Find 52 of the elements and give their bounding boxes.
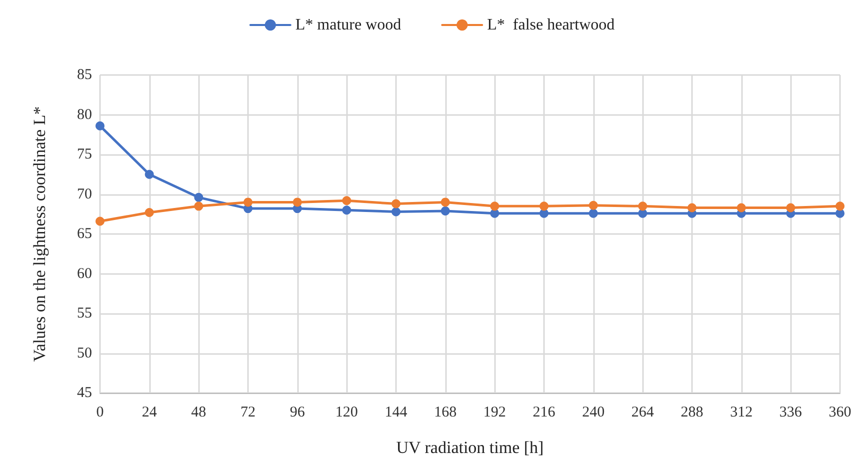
y-tick-label: 80	[77, 106, 92, 123]
y-tick-label: 75	[77, 146, 92, 162]
y-axis-title: Values on the lightness coordinate L*	[30, 106, 49, 362]
point	[342, 206, 352, 215]
x-tick-label: 240	[582, 404, 605, 420]
legend-label: L* mature wood	[295, 16, 402, 34]
point	[836, 202, 844, 211]
y-tick-label: 85	[77, 67, 92, 83]
x-axis-title: UV radiation time [h]	[396, 438, 544, 457]
point	[588, 200, 598, 210]
point	[588, 208, 598, 218]
point	[96, 216, 104, 226]
point	[244, 198, 252, 207]
x-tick-label: 168	[434, 404, 457, 420]
point	[736, 203, 746, 212]
x-tick-label: 312	[730, 404, 753, 420]
x-tick-label: 288	[680, 404, 704, 420]
point	[292, 198, 302, 207]
point	[392, 199, 400, 208]
x-tick-label: 0	[96, 404, 104, 420]
x-tick-label: 24	[142, 404, 158, 420]
y-tick-label: 60	[77, 266, 92, 282]
point	[638, 202, 648, 211]
y-tick-label: 50	[77, 345, 92, 362]
x-tick-label: 48	[191, 404, 206, 420]
legend-label: L* false heartwood	[487, 16, 615, 34]
point	[342, 196, 352, 206]
x-tick-label: 360	[828, 404, 852, 420]
point	[490, 202, 500, 211]
point	[540, 202, 548, 211]
x-tick-label: 144	[384, 404, 408, 420]
x-tick-label: 216	[532, 404, 556, 420]
point	[440, 198, 450, 207]
point	[688, 203, 696, 212]
point	[96, 121, 104, 130]
x-tick-label: 192	[483, 404, 506, 420]
point	[144, 170, 154, 179]
y-tick-label: 55	[77, 306, 92, 322]
point	[194, 202, 204, 211]
point	[194, 192, 204, 202]
x-tick-label: 96	[290, 404, 306, 420]
x-tick-label: 120	[335, 404, 358, 420]
point	[440, 206, 450, 216]
y-tick-label: 65	[77, 226, 92, 242]
point	[786, 203, 796, 212]
x-tick-label: 72	[240, 404, 256, 420]
x-tick-label: 264	[631, 404, 654, 420]
x-tick-label: 336	[779, 404, 802, 420]
point	[144, 208, 154, 218]
y-tick-label: 45	[77, 385, 92, 401]
y-tick-label: 70	[77, 186, 92, 202]
point	[392, 207, 400, 216]
